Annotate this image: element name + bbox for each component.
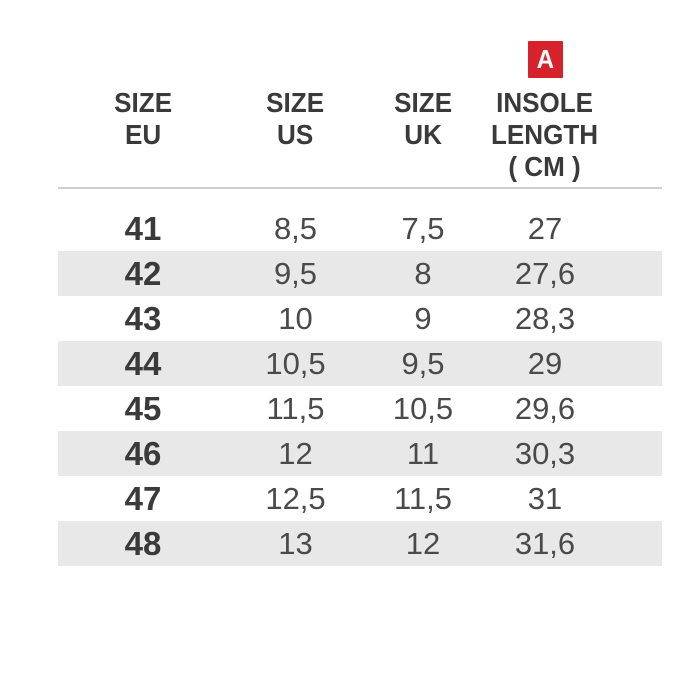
table-row: 43 10 9 28,3 [58, 296, 662, 341]
cell-insole-length: 29 [527, 345, 563, 381]
table-row: 44 10,5 9,5 29 [58, 341, 662, 386]
column-header-size-eu: SIZE EU [58, 87, 228, 187]
table-row: 41 8,5 7,5 27 [58, 189, 662, 251]
cell-size-uk: 11 [406, 435, 440, 471]
size-chart-table: A SIZE EU SIZE US SIZE UK INSOLE LENGTH … [58, 41, 662, 566]
cell-insole-length: 27 [527, 210, 563, 246]
column-header-size-uk: SIZE UK [363, 87, 483, 187]
column-header-size-us-label: SIZE US [266, 87, 325, 150]
cell-size-eu: 42 [124, 254, 162, 292]
cell-size-us: 10 [278, 300, 313, 336]
cell-size-us: 12 [278, 435, 313, 471]
cell-insole-length: 29,6 [514, 390, 576, 426]
cell-size-eu: 41 [124, 209, 162, 247]
cell-size-uk: 12 [405, 525, 441, 561]
cell-size-eu: 48 [124, 524, 162, 562]
cell-size-uk: 9 [414, 300, 432, 336]
table-header-row: SIZE EU SIZE US SIZE UK INSOLE LENGTH ( … [58, 87, 662, 189]
column-header-size-us: SIZE US [228, 87, 363, 187]
column-header-size-uk-label: SIZE UK [394, 87, 452, 150]
insole-column-marker-badge: A [528, 41, 563, 78]
cell-size-eu: 47 [124, 479, 162, 517]
badge-letter: A [536, 44, 555, 74]
table-row: 46 12 11 30,3 [58, 431, 662, 476]
cell-size-us: 10,5 [265, 345, 326, 381]
cell-size-eu: 44 [124, 344, 162, 382]
table-row: 48 13 12 31,6 [58, 521, 662, 566]
column-header-insole-length-label: INSOLE LENGTH ( CM ) [491, 87, 599, 182]
cell-size-uk: 8 [414, 255, 432, 291]
cell-insole-length: 28,3 [514, 300, 576, 336]
cell-size-uk: 7,5 [401, 210, 445, 246]
cell-size-us: 9,5 [273, 255, 318, 291]
column-header-size-eu-label: SIZE EU [114, 87, 172, 150]
cell-size-us: 13 [278, 525, 313, 561]
table-body: 41 8,5 7,5 27 42 9,5 8 27,6 43 10 9 28,3… [58, 189, 662, 566]
cell-size-uk: 9,5 [401, 345, 445, 381]
cell-size-eu: 45 [124, 389, 162, 427]
cell-size-uk: 10,5 [392, 390, 454, 426]
table-row: 45 11,5 10,5 29,6 [58, 386, 662, 431]
column-header-insole-length: INSOLE LENGTH ( CM ) [483, 87, 607, 187]
cell-size-eu: 46 [124, 434, 162, 472]
cell-size-us: 12,5 [265, 480, 326, 516]
cell-insole-length: 30,3 [514, 435, 576, 471]
table-row: 42 9,5 8 27,6 [58, 251, 662, 296]
cell-size-uk: 11,5 [393, 480, 453, 516]
cell-size-us: 8,5 [273, 210, 318, 246]
cell-size-eu: 43 [124, 299, 162, 337]
table-row: 47 12,5 11,5 31 [58, 476, 662, 521]
cell-insole-length: 31,6 [514, 525, 576, 561]
cell-insole-length: 27,6 [514, 255, 576, 291]
cell-insole-length: 31 [527, 480, 563, 516]
cell-size-us: 11,5 [266, 390, 325, 426]
